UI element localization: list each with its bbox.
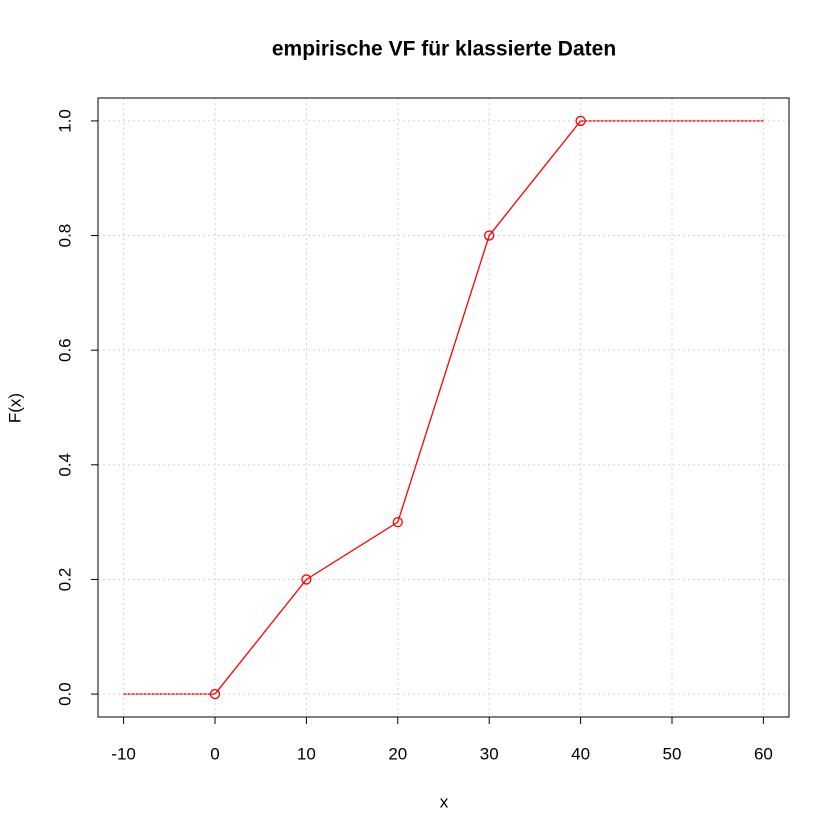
x-tick-label: 30	[480, 744, 499, 763]
y-tick-label: 0.8	[55, 224, 74, 248]
y-axis-label: F(x)	[5, 393, 24, 423]
chart-title: empirische VF für klassierte Daten	[272, 38, 616, 61]
x-tick-label: 50	[663, 744, 682, 763]
point	[301, 574, 312, 585]
y-tick-label: 0.6	[55, 338, 74, 362]
y-tick-label: 1.0	[55, 109, 74, 133]
y-tick-label: 0.0	[55, 682, 74, 706]
plot-frame	[97, 97, 790, 718]
x-tick-label: 20	[388, 744, 407, 763]
x-tick-label: 60	[754, 744, 773, 763]
x-tick-label: 0	[210, 744, 219, 763]
series-line	[214, 120, 582, 695]
x-tick-label: 10	[297, 744, 316, 763]
y-tick-label: 0.4	[55, 453, 74, 477]
x-tick-label: 40	[571, 744, 590, 763]
point	[392, 516, 403, 528]
x-axis-label: x	[440, 792, 449, 811]
x-tick-label: -10	[111, 744, 136, 763]
point	[484, 230, 495, 241]
y-tick-label: 0.2	[55, 568, 74, 592]
